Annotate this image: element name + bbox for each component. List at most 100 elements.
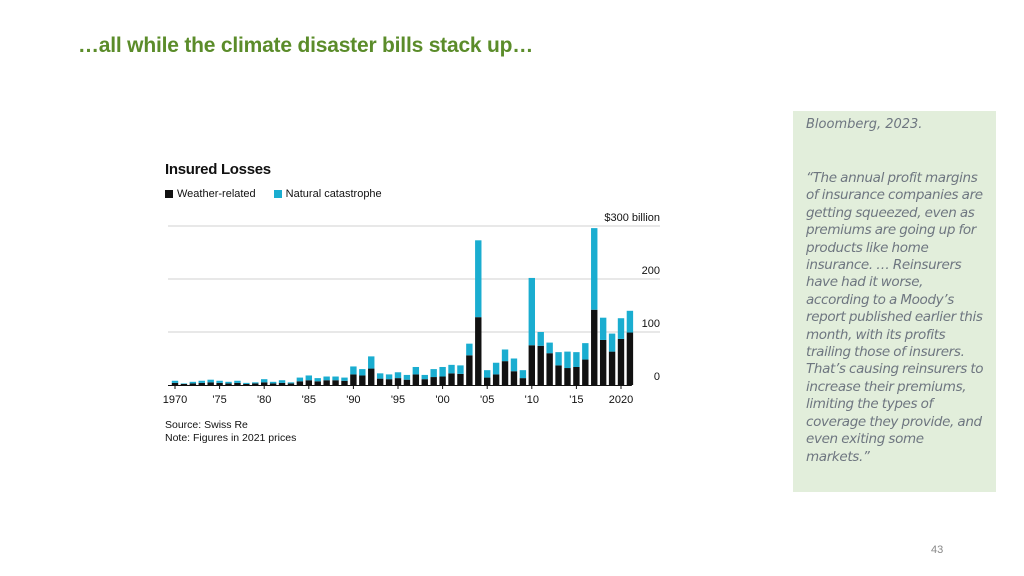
quote-text: “The annual profit margins of insurance … — [806, 170, 984, 465]
bar-natcat-1995 — [394, 372, 402, 379]
bar-natcat-1996 — [403, 374, 411, 380]
bar-natcat-1972 — [189, 381, 197, 384]
bar-weather-2009 — [519, 378, 527, 385]
bar-natcat-1991 — [359, 369, 366, 376]
insured-losses-chart: Insured Losses Weather-related Natural c… — [160, 158, 680, 458]
bar-natcat-1994 — [385, 374, 393, 380]
bar-natcat-2020 — [617, 318, 625, 339]
quote-source: Bloomberg, 2023. — [806, 117, 923, 132]
chart-footnotes: Source: Swiss Re Note: Figures in 2021 p… — [165, 419, 296, 445]
bar-weather-1986 — [314, 381, 321, 385]
bar-natcat-2017 — [591, 228, 598, 310]
bar-natcat-1978 — [243, 382, 250, 384]
bar-weather-2010 — [528, 345, 535, 385]
legend-swatch-natcat — [273, 190, 282, 198]
bar-weather-1981 — [269, 383, 277, 385]
quote-box: Bloomberg, 2023. “The annual profit marg… — [793, 111, 996, 492]
bar-natcat-2019 — [608, 333, 616, 352]
bar-natcat-1992 — [368, 356, 375, 369]
legend-label-natcat: Natural catastrophe — [285, 188, 382, 200]
bar-weather-2012 — [546, 353, 553, 385]
bar-natcat-1977 — [234, 380, 241, 383]
chart-title: Insured Losses — [165, 161, 271, 178]
legend-item-natcat: Natural catastrophe — [273, 188, 382, 200]
bar-weather-1988 — [332, 380, 339, 385]
x-tick-label-3: '85 — [302, 394, 316, 406]
bar-natcat-2000 — [439, 366, 446, 377]
page-number: 43 — [931, 544, 944, 556]
bar-weather-1998 — [421, 379, 428, 385]
bar-natcat-2018 — [599, 317, 607, 340]
y-tick-label-200: 200 — [642, 265, 660, 277]
legend-label-weather: Weather-related — [177, 188, 256, 200]
x-tick-label-1: '75 — [212, 394, 226, 406]
bar-weather-1991 — [359, 375, 366, 385]
bar-weather-2008 — [510, 371, 518, 385]
bar-weather-1984 — [296, 381, 304, 385]
slide-title: …all while the climate disaster bills st… — [78, 34, 534, 57]
bar-natcat-2002 — [457, 365, 464, 374]
bar-weather-2005 — [484, 377, 491, 385]
bar-natcat-1976 — [225, 381, 232, 384]
bar-natcat-1982 — [278, 380, 286, 383]
x-tick-label-7: '05 — [480, 394, 494, 406]
bar-weather-2002 — [457, 373, 464, 385]
bar-natcat-2021 — [626, 310, 634, 333]
bar-natcat-1975 — [216, 380, 223, 383]
bar-weather-2013 — [555, 365, 562, 385]
bar-weather-1994 — [385, 379, 393, 385]
bar-natcat-2011 — [537, 332, 544, 346]
bar-natcat-1999 — [430, 369, 437, 378]
bar-weather-1979 — [252, 383, 259, 385]
bar-natcat-1983 — [287, 382, 295, 384]
bar-natcat-2010 — [528, 277, 535, 346]
bar-weather-2018 — [599, 339, 607, 385]
x-tick-label-6: '00 — [435, 394, 449, 406]
bar-natcat-2008 — [510, 358, 518, 372]
bar-weather-2004 — [475, 317, 482, 385]
bar-natcat-1973 — [198, 380, 205, 383]
chart-plot: 0 100 200 $300 billion 1970 '75 '80 '85 '90 '95 '0… — [163, 212, 660, 406]
bar-weather-1980 — [261, 382, 268, 385]
bar-natcat-2005 — [484, 370, 491, 378]
bar-weather-1973 — [198, 382, 205, 385]
bar-natcat-2004 — [475, 240, 482, 318]
bar-natcat-1987 — [323, 376, 330, 381]
bar-weather-2017 — [591, 309, 598, 385]
bar-natcat-2003 — [466, 343, 473, 356]
bar-weather-1989 — [341, 380, 348, 385]
x-tick-label-2: '80 — [257, 394, 271, 406]
bar-natcat-2014 — [564, 351, 571, 369]
bar-weather-2014 — [564, 368, 571, 385]
bar-natcat-1997 — [412, 366, 420, 375]
bar-natcat-2006 — [492, 362, 500, 375]
bar-weather-1993 — [376, 378, 384, 385]
bar-natcat-1985 — [305, 375, 312, 381]
bar-weather-1975 — [216, 382, 223, 385]
bar-weather-1996 — [403, 379, 411, 385]
bar-weather-2001 — [448, 373, 455, 385]
bar-weather-1987 — [323, 380, 330, 385]
bar-natcat-1970 — [171, 380, 179, 383]
bar-natcat-1993 — [376, 373, 384, 379]
bar-weather-2003 — [466, 355, 473, 385]
bar-weather-1997 — [412, 374, 420, 385]
bar-natcat-2013 — [555, 352, 562, 366]
y-tick-label-300: $300 billion — [604, 212, 660, 224]
x-tick-label-10: 2020 — [609, 394, 633, 406]
bar-weather-1983 — [287, 383, 295, 385]
bar-natcat-2016 — [582, 343, 589, 360]
bar-weather-2019 — [608, 351, 616, 385]
chart-note: Note: Figures in 2021 prices — [165, 432, 297, 444]
bar-natcat-2012 — [546, 342, 553, 354]
bar-weather-1978 — [243, 383, 250, 385]
bar-natcat-2007 — [501, 349, 509, 362]
bar-natcat-1980 — [261, 379, 268, 383]
bar-weather-1976 — [225, 383, 232, 385]
bar-natcat-1988 — [332, 376, 339, 381]
chart-legend: Weather-related Natural catastrophe — [165, 188, 382, 200]
bar-natcat-1990 — [350, 366, 357, 375]
bar-weather-1992 — [368, 368, 375, 385]
bar-weather-1977 — [234, 382, 241, 385]
bar-weather-2016 — [582, 359, 589, 385]
